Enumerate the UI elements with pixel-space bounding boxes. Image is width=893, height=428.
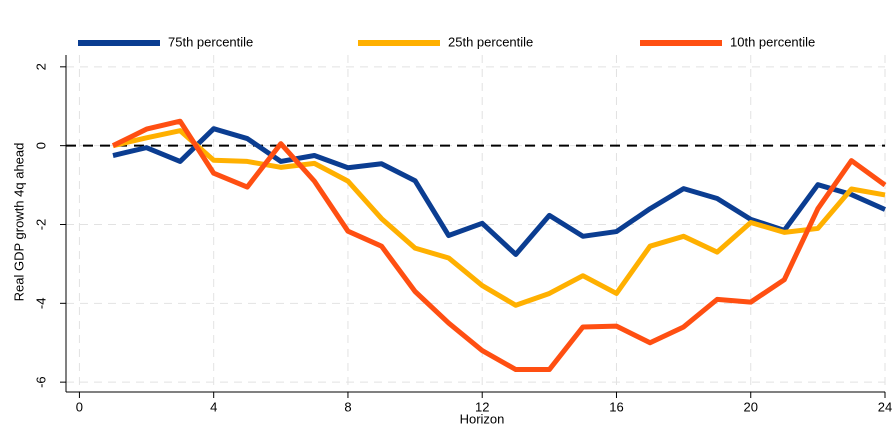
series-line	[112, 128, 886, 308]
x-tick-label: 12	[475, 399, 489, 414]
y-tick-label: 2	[33, 63, 48, 70]
y-tick-label: 0	[33, 142, 48, 149]
y-tick-label: -2	[33, 219, 48, 231]
x-tick-label: 4	[210, 399, 217, 414]
x-tick-label: 24	[878, 399, 892, 414]
legend-label: 25th percentile	[448, 34, 533, 49]
series-line	[111, 118, 887, 373]
x-tick-label: 16	[609, 399, 623, 414]
y-tick-label: -6	[33, 376, 48, 388]
x-tick-label: 8	[344, 399, 351, 414]
series-line	[112, 126, 887, 257]
y-tick-label: -4	[33, 298, 48, 310]
x-tick-label: 0	[76, 399, 83, 414]
legend-label: 75th percentile	[168, 34, 253, 49]
legend-label: 10th percentile	[730, 34, 815, 49]
y-axis-label: Real GDP growth 4q ahead	[11, 143, 26, 302]
x-axis-label: Horizon	[460, 411, 505, 426]
x-tick-label: 20	[744, 399, 758, 414]
